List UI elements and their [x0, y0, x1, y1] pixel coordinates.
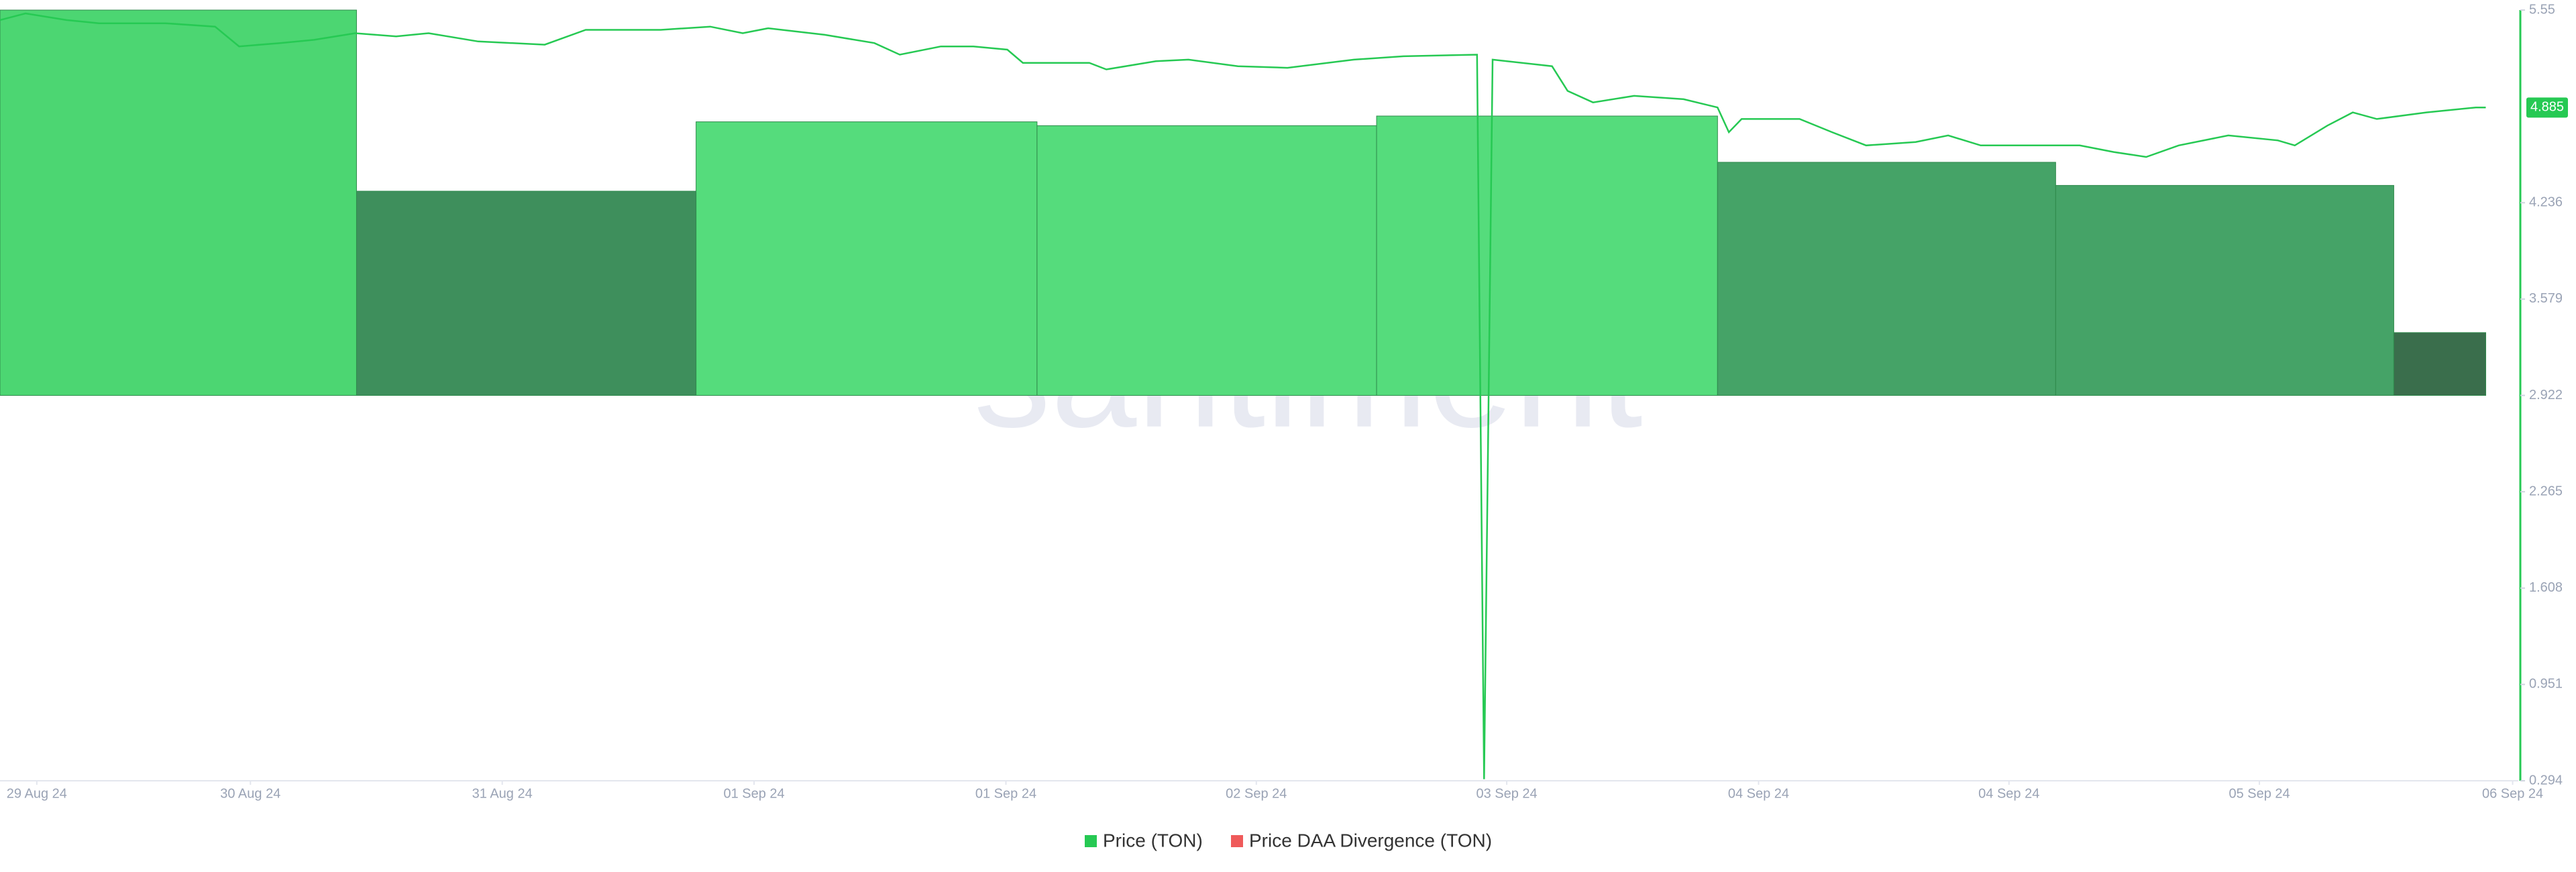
x-tick-label: 04 Sep 24: [1728, 786, 1789, 801]
x-tick-label: 01 Sep 24: [723, 786, 784, 801]
x-tick-label: 01 Sep 24: [975, 786, 1036, 801]
bar: [356, 190, 697, 396]
x-tick-label: 06 Sep 24: [2482, 786, 2543, 801]
x-tick-label: 05 Sep 24: [2229, 786, 2290, 801]
y-tick-label: 2.265: [2529, 484, 2563, 498]
price-line: [0, 12, 2486, 779]
legend-swatch: [1085, 835, 1097, 847]
y-tick-label: 0.294: [2529, 773, 2563, 787]
bar: [696, 121, 1038, 396]
legend-item: Price (TON): [1085, 830, 1203, 851]
y-tick-label: 0.951: [2529, 677, 2563, 692]
x-tick-label: 03 Sep 24: [1476, 786, 1537, 801]
y-tick-label: 5.55: [2529, 2, 2555, 17]
bar: [1376, 115, 1718, 396]
x-tick-label: 04 Sep 24: [1978, 786, 2039, 801]
legend-swatch: [1231, 835, 1243, 847]
x-tick-label: 29 Aug 24: [7, 786, 67, 801]
y-tick-label: 1.608: [2529, 580, 2563, 595]
y-tick-label: 3.579: [2529, 291, 2563, 306]
legend-label: Price (TON): [1103, 830, 1203, 851]
bar: [2393, 332, 2486, 396]
bar: [1717, 162, 2056, 396]
bar: [2055, 184, 2394, 396]
bar: [0, 9, 357, 396]
legend-label: Price DAA Divergence (TON): [1249, 830, 1492, 851]
last-value-label: 4.885: [2530, 100, 2564, 115]
bar: [1036, 125, 1377, 396]
x-tick-label: 30 Aug 24: [220, 786, 280, 801]
y-tick-label: 2.922: [2529, 388, 2563, 402]
y-tick-label: 4.236: [2529, 195, 2563, 210]
x-tick-label: 31 Aug 24: [472, 786, 533, 801]
legend-item: Price DAA Divergence (TON): [1231, 830, 1492, 851]
x-tick-label: 02 Sep 24: [1226, 786, 1287, 801]
last-value-badge: [2526, 97, 2568, 118]
